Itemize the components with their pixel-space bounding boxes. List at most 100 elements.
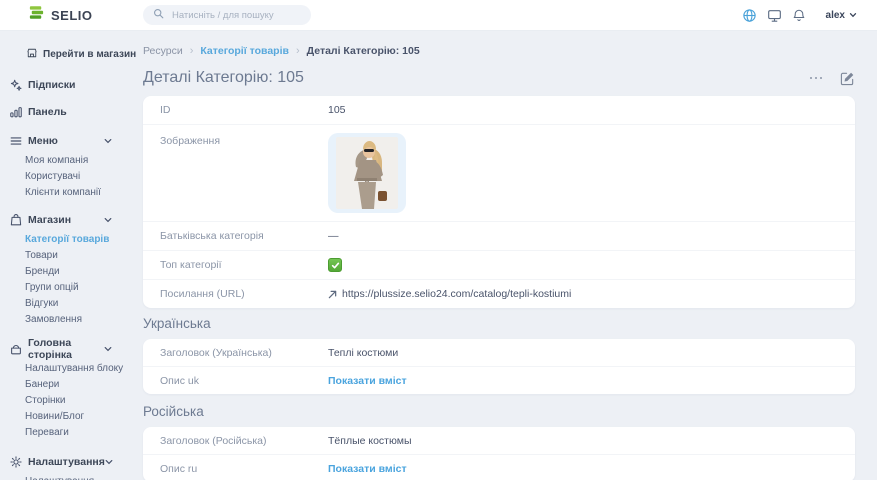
field-label: Опис uk — [160, 374, 199, 387]
menu-lines-icon — [8, 134, 23, 148]
sidebar-item-brands[interactable]: Бренди — [25, 265, 60, 277]
search-input[interactable] — [170, 8, 301, 22]
gear-icon — [8, 455, 23, 469]
chevron-down-icon — [849, 6, 857, 24]
logo-text: SELIO — [51, 7, 93, 23]
detail-row-image: Зображення — [143, 124, 855, 221]
display-icon[interactable] — [767, 8, 782, 23]
search-icon — [153, 6, 164, 24]
category-image-thumbnail[interactable] — [328, 133, 406, 213]
show-content-link[interactable]: Показати вміст — [328, 374, 407, 387]
page-header: Деталі Категорію: 105 — [143, 68, 855, 88]
sidebar-item-product-categories[interactable]: Категорії товарів — [25, 233, 110, 245]
main-content: Ресурси › Категорії товарів › Деталі Кат… — [143, 30, 877, 480]
sidebar: Перейти в магазин Підписки Панель — [0, 30, 143, 480]
field-label: Зображення — [160, 135, 221, 147]
sidebar-item-label: Головна сторінка — [28, 337, 73, 361]
sidebar-item-reviews[interactable]: Відгуки — [25, 297, 59, 309]
edit-button[interactable] — [840, 71, 855, 86]
sidebar-item-orders[interactable]: Замовлення — [25, 313, 82, 325]
user-menu[interactable]: alex — [826, 6, 857, 24]
chevron-down-icon — [104, 137, 112, 145]
sidebar-item-label: Підписки — [28, 79, 76, 91]
chevron-down-icon — [104, 216, 112, 224]
sidebar-item-homepage[interactable]: Головна сторінка — [0, 337, 143, 361]
top-bar: SELIO — [0, 0, 877, 31]
chevron-down-icon — [105, 458, 113, 466]
russian-card: Заголовок (Російська) Тёплые костюмы Опи… — [143, 427, 855, 480]
field-label: Батьківська категорія — [160, 230, 264, 242]
more-actions-button[interactable] — [808, 73, 825, 84]
global-search[interactable] — [143, 5, 311, 25]
sidebar-item-products[interactable]: Товари — [25, 249, 58, 261]
breadcrumb: Ресурси › Категорії товарів › Деталі Кат… — [143, 44, 855, 58]
field-value: — — [328, 230, 339, 242]
sidebar-go-to-store[interactable]: Перейти в магазин — [26, 47, 143, 62]
external-link-icon — [328, 290, 337, 299]
field-label: Посилання (URL) — [160, 288, 245, 300]
sidebar-item-users[interactable]: Користувачі — [25, 170, 81, 182]
section-title-russian: Російська — [143, 404, 204, 419]
field-value: Теплі костюми — [328, 346, 399, 359]
detail-row-top-category: Топ категорії — [143, 250, 855, 279]
sidebar-item-shop[interactable]: Магазин — [0, 209, 143, 231]
bell-icon[interactable] — [792, 8, 806, 23]
field-value: 105 — [328, 104, 346, 116]
sidebar-item-company-clients[interactable]: Клієнти компанії — [25, 186, 101, 198]
detail-row-title-ru: Заголовок (Російська) Тёплые костюмы — [143, 427, 855, 454]
page-actions — [808, 71, 856, 86]
sidebar-item-option-groups[interactable]: Групи опцій — [25, 281, 79, 293]
sidebar-item-menu[interactable]: Меню — [0, 130, 143, 152]
topbar-right: alex — [742, 0, 857, 30]
sidebar-item-pages[interactable]: Сторінки — [25, 394, 66, 406]
logo[interactable]: SELIO — [28, 4, 93, 26]
sidebar-item-block-settings[interactable]: Налаштування блоку — [25, 362, 124, 374]
sidebar-item-subscriptions[interactable]: Підписки — [0, 74, 143, 96]
breadcrumb-categories[interactable]: Категорії товарів — [200, 45, 289, 57]
field-label: Заголовок (Російська) — [160, 434, 267, 447]
field-label: Опис ru — [160, 462, 198, 475]
shopping-bag-icon — [8, 213, 23, 227]
chevron-right-icon: › — [295, 45, 300, 57]
detail-row-url: Посилання (URL) https://plussize.selio24… — [143, 279, 855, 308]
basket-icon — [8, 342, 23, 356]
sidebar-item-label: Налаштування — [28, 456, 105, 468]
globe-icon[interactable] — [742, 8, 757, 23]
storefront-icon — [26, 47, 38, 62]
selio-logo-icon — [28, 4, 45, 26]
sidebar-item-banners[interactable]: Банери — [25, 378, 60, 390]
sidebar-item-my-company[interactable]: Моя компанія — [25, 154, 89, 166]
field-label: Топ категорії — [160, 259, 222, 271]
detail-row-parent-category: Батьківська категорія — — [143, 221, 855, 250]
sidebar-item-label: Панель — [28, 106, 67, 118]
chevron-down-icon — [104, 345, 112, 353]
detail-row-id: ID 105 — [143, 96, 855, 124]
user-name: alex — [825, 9, 845, 21]
field-label: ID — [160, 104, 171, 116]
chevron-right-icon: › — [189, 45, 194, 57]
bar-chart-icon — [8, 105, 23, 119]
sidebar-item-dashboard[interactable]: Панель — [0, 101, 143, 123]
detail-row-description-uk: Опис uk Показати вміст — [143, 366, 855, 394]
sidebar-item-news-blog[interactable]: Новини/Блог — [25, 410, 85, 422]
sparkles-icon — [8, 78, 23, 92]
field-label: Заголовок (Українська) — [160, 346, 272, 359]
sidebar-item-settings-sub[interactable]: Налаштування — [0, 473, 143, 480]
sidebar-item-label: Магазин — [28, 214, 72, 226]
sidebar-go-to-store-label: Перейти в магазин — [43, 49, 137, 60]
field-value: Тёплые костюмы — [328, 434, 412, 447]
category-details-card: ID 105 Зображення — [143, 96, 855, 308]
sidebar-item-settings[interactable]: Налаштування — [0, 451, 143, 473]
breadcrumb-current: Деталі Категорію: 105 — [306, 45, 420, 57]
category-url-link[interactable]: https://plussize.selio24.com/catalog/tep… — [342, 288, 572, 300]
sidebar-item-advantages[interactable]: Переваги — [25, 426, 69, 438]
breadcrumb-resources[interactable]: Ресурси — [143, 45, 183, 57]
checkbox-checked-icon[interactable] — [328, 258, 342, 272]
sidebar-item-label: Меню — [28, 135, 58, 147]
detail-row-description-ru: Опис ru Показати вміст — [143, 454, 855, 480]
page-title: Деталі Категорію: 105 — [143, 69, 304, 86]
detail-row-title-uk: Заголовок (Українська) Теплі костюми — [143, 339, 855, 366]
section-title-ukrainian: Українська — [143, 316, 211, 331]
show-content-link[interactable]: Показати вміст — [328, 462, 407, 475]
